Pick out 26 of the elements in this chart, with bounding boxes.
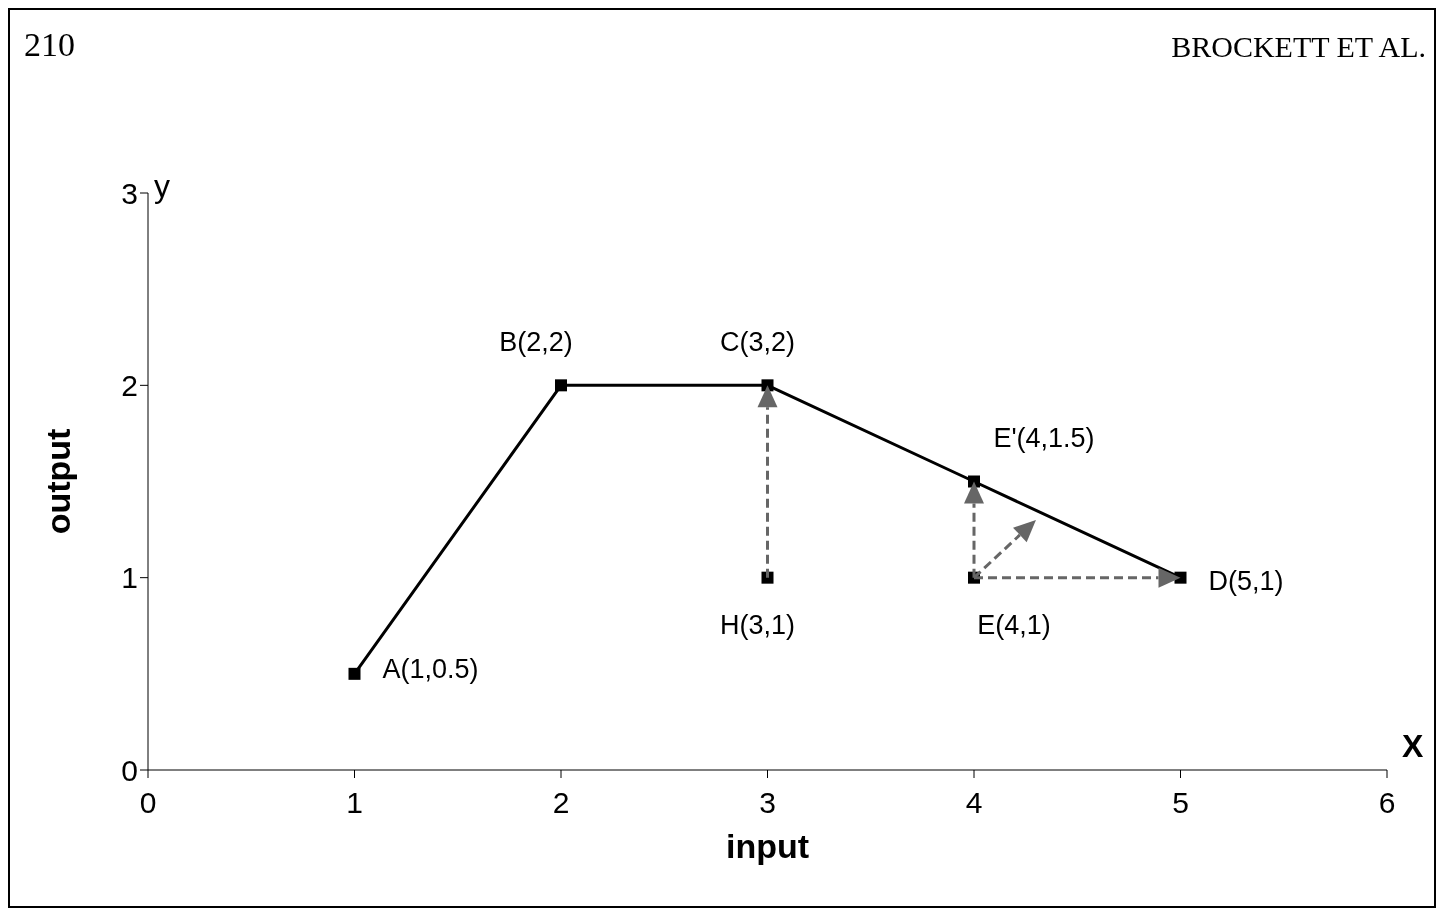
x-tick-label: 3 — [759, 786, 776, 820]
annotation: A(1,0.5) — [382, 653, 479, 684]
y-tick-label: 3 — [121, 176, 138, 210]
annotation: D(5,1) — [1208, 565, 1284, 596]
y-tick-label: 1 — [121, 561, 138, 595]
text: X — [1402, 728, 1424, 764]
text: BROCKETT ET AL. — [1171, 30, 1426, 63]
annotation: y — [154, 168, 170, 204]
y-axis-title: output — [39, 428, 78, 535]
y-tick-label: 0 — [121, 753, 138, 787]
annotation: E'(4,1.5) — [993, 422, 1095, 453]
x-axis-title: input — [725, 827, 810, 865]
x-tick-label: 2 — [552, 786, 570, 820]
point — [555, 379, 567, 392]
point — [348, 667, 361, 680]
text: 210 — [24, 26, 75, 63]
x-tick-label: 5 — [1172, 786, 1189, 820]
annotation: E(4,1) — [977, 609, 1051, 640]
y-tick-label: 2 — [121, 368, 138, 402]
annotation: C(3,2) — [719, 327, 796, 358]
x-tick-label: 1 — [346, 786, 363, 820]
x-tick-label: 4 — [965, 786, 983, 820]
point — [1174, 571, 1187, 584]
annotation: B(2,2) — [499, 327, 573, 358]
x-tick-label: 6 — [1378, 786, 1396, 820]
annotation: H(3,1) — [719, 609, 796, 640]
